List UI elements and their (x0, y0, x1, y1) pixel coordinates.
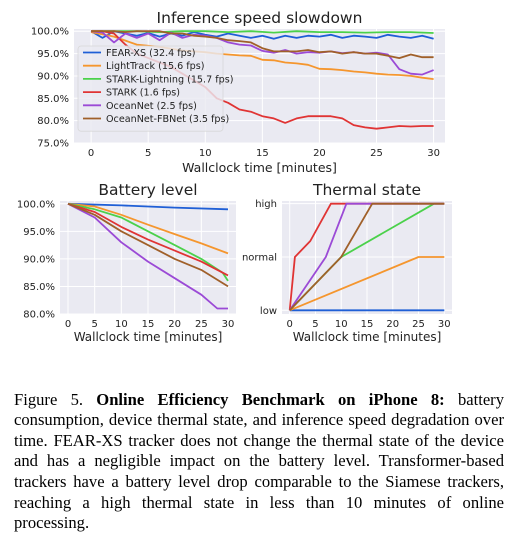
caption-text: battery consumption, device thermal stat… (14, 389, 505, 533)
legend-entry-label: FEAR-XS (32.4 fps) (106, 48, 195, 59)
thermal-x-tick-label: 20 (386, 319, 399, 330)
thermal-y-tick-label: high (255, 199, 277, 210)
battery-x-tick-label: 0 (65, 319, 71, 330)
battery-x-tick-label: 25 (195, 319, 208, 330)
battery-y-tick-label: 95.0% (23, 227, 55, 238)
battery-x-tick-label: 15 (142, 319, 155, 330)
battery-y-tick-label: 90.0% (23, 254, 55, 265)
thermal-x-tick-label: 5 (312, 319, 318, 330)
speed-x-tick-label: 30 (427, 148, 440, 159)
battery-x-tick-label: 10 (115, 319, 128, 330)
battery-series-line-oceannet_fbnet (67, 202, 229, 288)
thermal-x-tick-label: 0 (287, 319, 293, 330)
charts-figure: 0 5 10 15 20 25 3075.0%80.0%85.0%90.0%95.0%100… (17, 9, 452, 344)
speed-y-tick-label: 80.0% (37, 116, 69, 127)
battery-series-line-lighttrack (67, 202, 229, 255)
legend-entry-label: STARK (1.6 fps) (106, 88, 180, 99)
thermal-x-tick-label: 25 (412, 319, 425, 330)
speed-chart: 0 5 10 15 20 25 30 75.0% 80.0% 85.0% 90.0% 95.0% 100… (31, 9, 445, 175)
speed-x-tick-label: 15 (256, 148, 269, 159)
thermal-x-tick-label: 15 (361, 319, 374, 330)
battery-chart-title: Battery level (98, 181, 197, 199)
thermal-chart-title: Thermal state (312, 181, 421, 199)
battery-y-tick-label: 85.0% (23, 282, 55, 293)
caption-bold: Online Efficiency Benchmark on iPhone 8: (96, 389, 445, 409)
speed-x-tick-label: 25 (370, 148, 383, 159)
thermal-series-line-oceannet_fbnet (289, 202, 445, 311)
speed-x-tick-label: 20 (313, 148, 326, 159)
speed-y-tick-label: 100.0% (31, 27, 69, 38)
battery-x-axis-label: Wallclock time [minutes] (74, 330, 223, 344)
legend-box (77, 45, 224, 132)
battery-series-line-fear (67, 202, 229, 211)
battery-y-tick-label: 100.0% (17, 199, 55, 210)
battery-series-line-stark (67, 202, 229, 277)
thermal-y-tick-label: normal (242, 252, 277, 263)
battery-x-tick-label: 5 (91, 319, 97, 330)
speed-series-line-oceannet_fbnet (91, 30, 434, 59)
battery-series-line-oceannet (67, 202, 228, 310)
speed-y-tick-label: 85.0% (37, 94, 69, 105)
legend-entry-label: OceanNet-FBNet (3.5 fps) (106, 114, 229, 125)
battery-x-tick-label: 20 (168, 319, 181, 330)
thermal-chart: 0 5 10 15 20 25 30 low normal high Thermal state Wa… (242, 181, 452, 344)
legend-entry-label: LightTrack (15.6 fps) (106, 61, 204, 72)
speed-x-tick-label: 5 (145, 148, 151, 159)
figure-caption: Figure 5. Online Efficiency Benchmark on… (14, 390, 504, 534)
speed-y-tick-label: 90.0% (37, 71, 69, 82)
battery-chart: 0 5 10 15 20 25 30 80.0% 85.0% 90.0% 95.0% 100.0% Ba… (17, 181, 236, 344)
caption-label: Figure 5. (14, 389, 84, 409)
thermal-series-line-lighttrack (289, 256, 445, 312)
thermal-y-tick-label: low (260, 306, 277, 317)
battery-y-tick-label: 80.0% (23, 310, 55, 321)
battery-x-tick-label: 30 (222, 319, 235, 330)
thermal-x-axis-label: Wallclock time [minutes] (293, 330, 442, 344)
speed-y-tick-label: 75.0% (37, 139, 69, 150)
legend-entry-label: STARK-Lightning (15.7 fps) (106, 74, 233, 85)
speed-chart-title: Inference speed slowdown (157, 9, 363, 27)
legend-entry-label: OceanNet (2.5 fps) (106, 101, 197, 112)
thermal-x-tick-label: 10 (335, 319, 348, 330)
speed-x-tick-label: 10 (199, 148, 212, 159)
speed-x-tick-label: 0 (88, 148, 94, 159)
thermal-x-tick-label: 30 (438, 319, 451, 330)
speed-x-axis-label: Wallclock time [minutes] (182, 160, 337, 175)
speed-y-tick-label: 95.0% (37, 49, 69, 60)
